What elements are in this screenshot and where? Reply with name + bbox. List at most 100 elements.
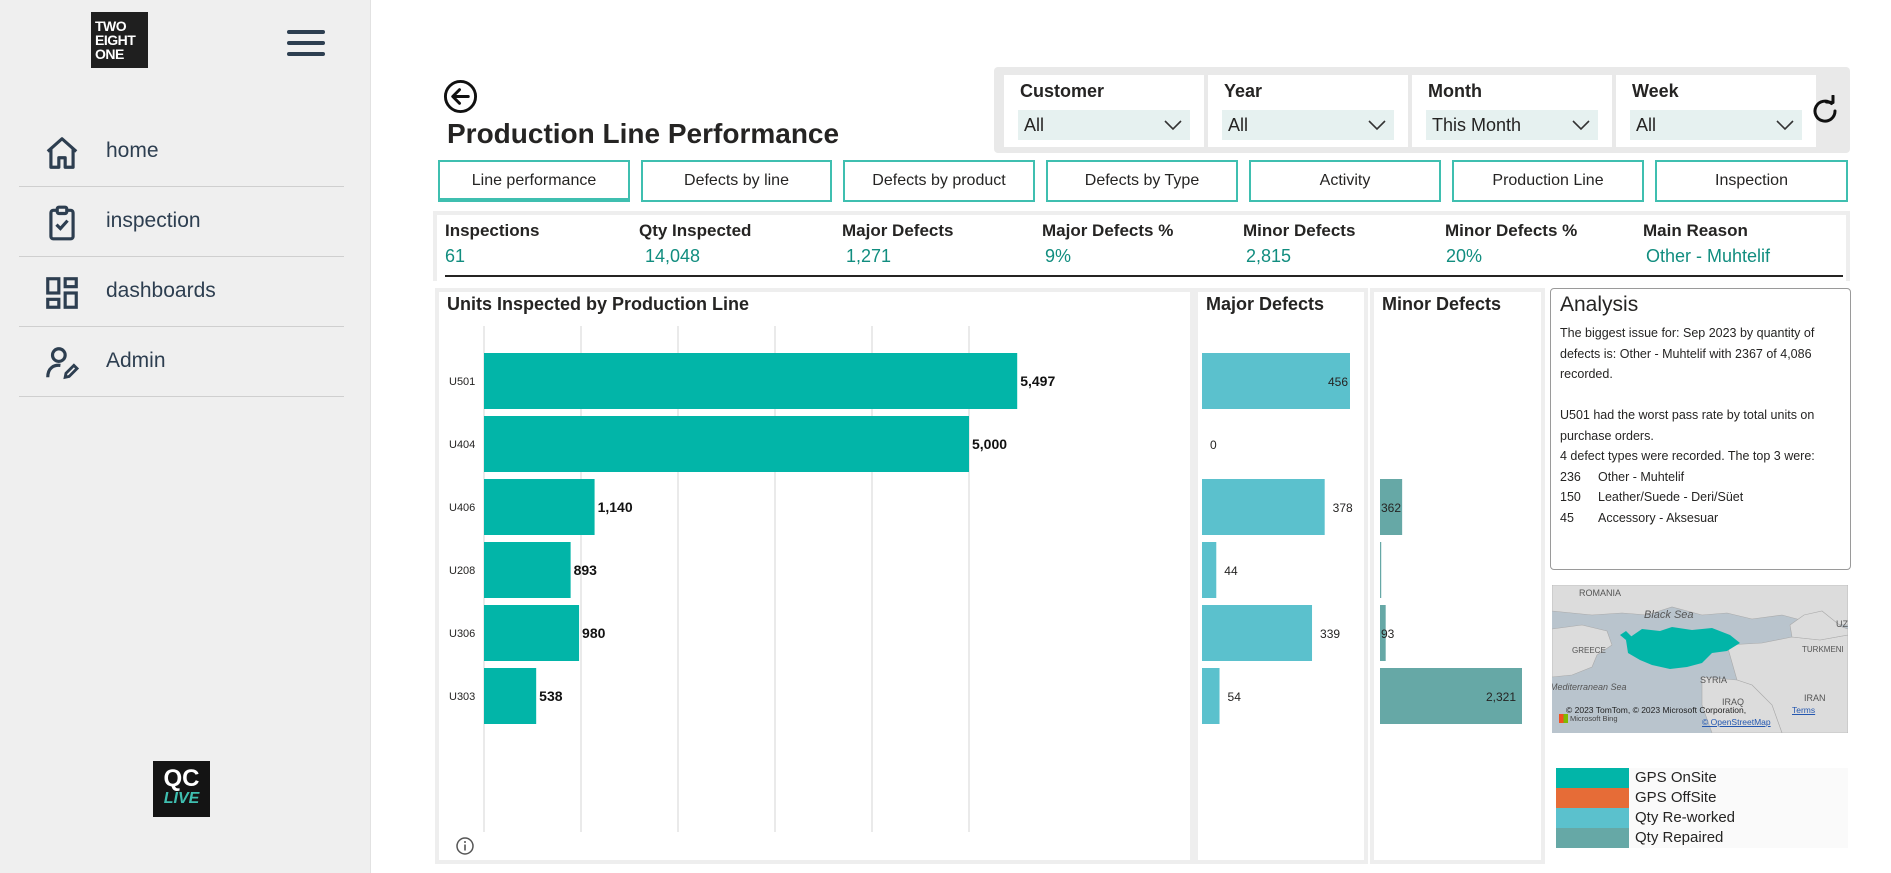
analysis-line: purchase orders. (1560, 428, 1654, 443)
bar-U501 (484, 353, 1018, 409)
tab-line-performance[interactable]: Line performance (438, 160, 630, 202)
data-label: 0 (1210, 438, 1217, 452)
filter-label: Week (1632, 81, 1679, 101)
sidebar: TWO EIGHT ONE home inspection dashboards (0, 0, 371, 873)
chevron-down-icon (1164, 120, 1182, 131)
category-label: U208 (449, 565, 475, 577)
category-label: U404 (449, 439, 475, 451)
map-label: SYRIA (1700, 675, 1728, 685)
filter-customer: Customer All (1004, 75, 1204, 147)
map-label: IRAQ (1722, 697, 1745, 707)
minor-defects-chart: 362 93 2,321 (1380, 479, 1522, 724)
tab-production-line[interactable]: Production Line (1452, 160, 1644, 202)
hamburger-menu-icon[interactable] (287, 30, 325, 56)
top-count: 236 (1560, 469, 1581, 484)
chevron-down-icon (1572, 120, 1590, 131)
logo-text: LIVE (163, 790, 200, 807)
dropdown-value: All (1636, 115, 1657, 135)
kpi-title: Main Reason (1643, 221, 1748, 240)
sidebar-item-label: home (106, 139, 159, 162)
sidebar-item-home[interactable]: home (19, 117, 344, 187)
units-inspected-panel: Units Inspected by Production Line U501 5… (435, 288, 1194, 864)
kpi-minor-defects: Minor Defects 2,815 (1243, 221, 1355, 267)
tab-inspection[interactable]: Inspection (1655, 160, 1848, 202)
major-defects-chart: 456 0 378 44 339 54 (1202, 353, 1353, 724)
map-svg (1552, 585, 1848, 733)
year-dropdown[interactable]: All (1222, 110, 1394, 140)
top-label: Other - Muhtelif (1598, 469, 1685, 484)
kpi-title: Major Defects (842, 221, 954, 240)
analysis-top-item: 45 Accessory - Aksesuar (1560, 508, 1846, 529)
logo-text: QC (163, 765, 200, 792)
map-terms-link[interactable]: Terms (1792, 705, 1816, 715)
tab-defects-by-line[interactable]: Defects by line (641, 160, 832, 202)
analysis-text: The biggest issue for: Sep 2023 by quant… (1560, 323, 1846, 528)
bar-U303 (1380, 668, 1522, 724)
kpi-value: Other - Muhtelif (1646, 246, 1771, 266)
bar-U501 (1202, 353, 1350, 409)
major-defects-panel: Major Defects 456 0 378 44 339 54 (1194, 288, 1368, 864)
legend-label: Qty Re-worked (1635, 809, 1736, 826)
month-dropdown[interactable]: This Month (1426, 110, 1598, 140)
map-label: ROMANIA (1579, 588, 1622, 598)
week-dropdown[interactable]: All (1630, 110, 1802, 140)
dropdown-value: All (1024, 115, 1045, 135)
user-edit-icon (46, 347, 80, 380)
legend-swatch (1556, 768, 1629, 788)
back-arrow-icon[interactable] (443, 79, 478, 114)
kpi-inspections: Inspections 61 (445, 221, 539, 267)
map-label: Mediterranean Sea (1552, 682, 1627, 692)
refresh-icon[interactable] (1809, 95, 1841, 127)
analysis-line: U501 had the worst pass rate by total un… (1560, 408, 1815, 422)
category-label: U406 (449, 502, 475, 514)
filter-week: Week All (1616, 75, 1816, 147)
chevron-down-icon (1776, 120, 1794, 131)
company-logo[interactable]: TWO EIGHT ONE (91, 12, 148, 68)
sidebar-item-label: inspection (106, 209, 201, 232)
map-label: Black Sea (1644, 609, 1694, 621)
analysis-line (1560, 385, 1846, 406)
data-label: 44 (1224, 564, 1238, 578)
sidebar-item-dashboards[interactable]: dashboards (19, 257, 344, 327)
legend-item[interactable]: GPS OffSite (1556, 788, 1848, 808)
info-icon[interactable] (455, 836, 475, 856)
kpi-band (433, 211, 1850, 281)
kpi-value: 2,815 (1246, 246, 1292, 266)
analysis-top-item: 236 Other - Muhtelif (1560, 467, 1846, 488)
clipboard-check-icon (49, 205, 75, 241)
tab-activity[interactable]: Activity (1249, 160, 1441, 202)
legend-label: Qty Repaired (1635, 829, 1724, 846)
data-label: 5,497 (1020, 373, 1055, 389)
tab-defects-by-type[interactable]: Defects by Type (1046, 160, 1238, 202)
legend: GPS OnSite GPS OffSite Qty Re-worked Qty… (1556, 758, 1848, 848)
analysis-card: Analysis The biggest issue for: Sep 2023… (1550, 288, 1851, 570)
bar-U406 (1202, 479, 1325, 535)
tab-defects-by-product[interactable]: Defects by product (843, 160, 1035, 202)
analysis-line: defects is: Other - Muhtelif with 2367 o… (1560, 346, 1812, 361)
data-label: 893 (574, 562, 598, 578)
data-label: 339 (1320, 627, 1340, 641)
sidebar-item-inspection[interactable]: inspection (19, 187, 344, 257)
dropdown-value: This Month (1432, 115, 1522, 135)
map-label: UZ (1836, 619, 1848, 629)
legend-item[interactable]: Qty Re-worked (1556, 808, 1848, 828)
bar-U306 (484, 605, 580, 661)
dashboard-icon (46, 277, 78, 309)
legend-item[interactable]: Qty Repaired (1556, 828, 1848, 848)
data-label: 1,140 (598, 499, 633, 515)
chart-title: Units Inspected by Production Line (447, 294, 750, 314)
map-label: IRAN (1804, 693, 1826, 703)
bar-U406 (1380, 479, 1403, 535)
logo-line: ONE (95, 46, 124, 62)
bar-U306 (1380, 605, 1386, 661)
map-osm-link[interactable]: © OpenStreetMap (1702, 717, 1771, 727)
minor-defects-panel: Minor Defects 362 93 2,321 (1370, 288, 1545, 864)
category-label: U306 (449, 628, 475, 640)
sidebar-item-admin[interactable]: Admin (19, 327, 344, 397)
kpi-major-defects-pct: Major Defects % 9% (1042, 221, 1173, 267)
map-visual[interactable]: ROMANIA Black Sea GREECE SYRIA Mediterra… (1552, 585, 1848, 733)
legend-item[interactable]: GPS OnSite (1556, 768, 1848, 788)
customer-dropdown[interactable]: All (1018, 110, 1190, 140)
kpi-qty-inspected: Qty Inspected 14,048 (639, 221, 751, 267)
bar-U208 (484, 542, 571, 598)
